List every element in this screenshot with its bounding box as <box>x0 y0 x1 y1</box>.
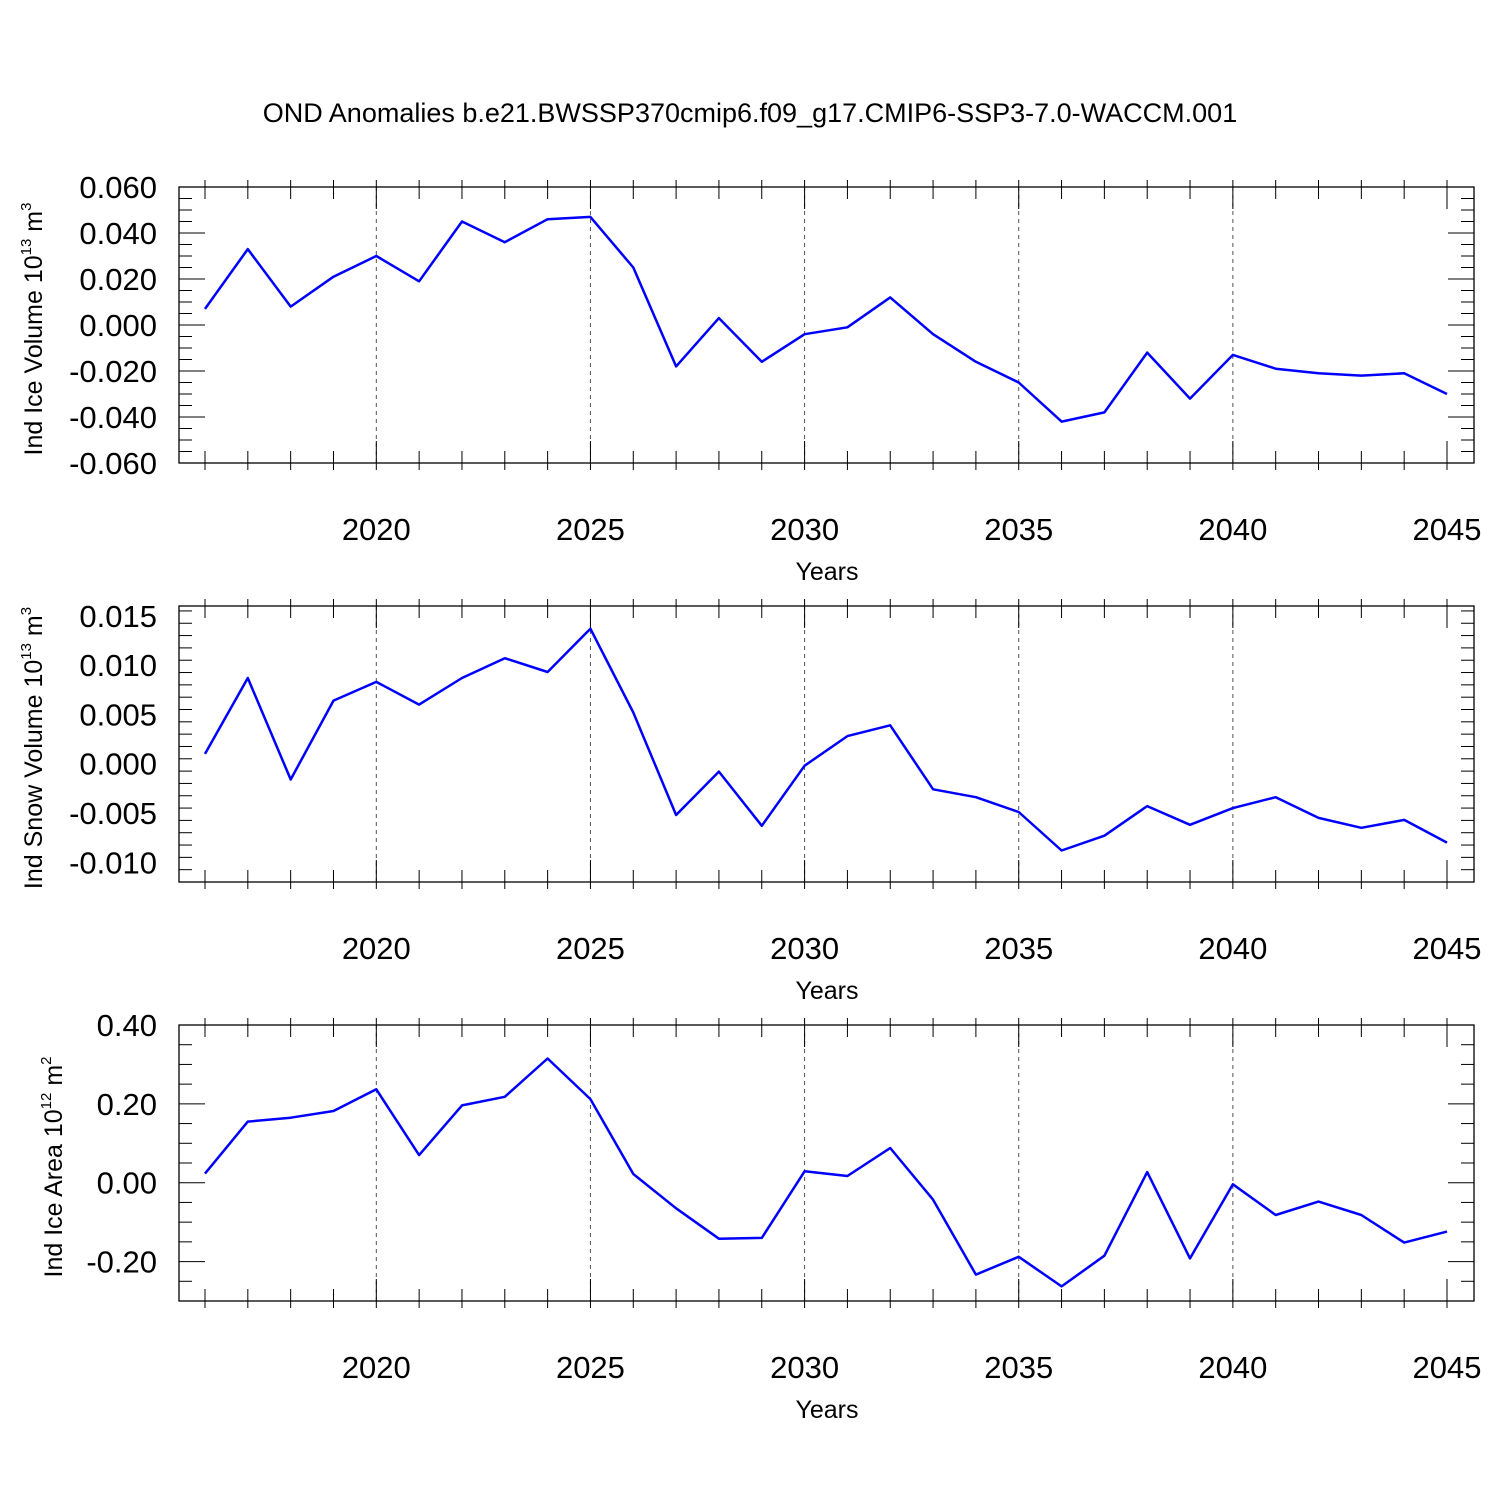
chart-panel-1: 0.060 0.040 0.020 0.000 -0.020 -0.040 -0.060 20… <box>18 170 1481 586</box>
y-tick-label: 0.015 <box>79 599 157 634</box>
plot-frame <box>178 605 1475 883</box>
data-series-line <box>203 215 1448 423</box>
x-tick-label: 2035 <box>984 1350 1053 1385</box>
y-tick-label: -0.010 <box>69 845 157 880</box>
y-tick-label: 0.010 <box>79 648 157 683</box>
y-tick-label: -0.040 <box>69 400 157 435</box>
x-axis-label: Years <box>795 1396 858 1424</box>
x-tick-label: 2020 <box>342 1350 411 1385</box>
y-tick-label: 0.000 <box>79 747 157 782</box>
x-tick-label: 2035 <box>984 931 1053 966</box>
y-tick-label: 0.20 <box>97 1087 157 1122</box>
x-tick-label: 2035 <box>984 512 1053 547</box>
x-axis-label: Years <box>795 558 858 586</box>
y-tick-label: -0.020 <box>69 354 157 389</box>
chart-panel-3: 0.40 0.20 0.00 -0.20 2020 2025 2030 2035 2040 204… <box>38 1008 1481 1424</box>
plot-frame <box>178 1024 1475 1302</box>
x-tick-label: 2020 <box>342 512 411 547</box>
y-tick-label: -0.060 <box>69 446 157 481</box>
x-tick-label: 2020 <box>342 931 411 966</box>
chart-title: OND Anomalies b.e21.BWSSP370cmip6.f09_g1… <box>262 98 1238 128</box>
y-axis-label: Ind Ice Volume 1013 m3 <box>18 203 48 456</box>
y-tick-label: -0.20 <box>86 1245 157 1280</box>
y-axis-label: Ind Snow Volume 1013 m3 <box>18 607 48 889</box>
y-tick-label: 0.060 <box>79 170 157 205</box>
y-tick-label: 0.040 <box>79 216 157 251</box>
x-tick-label: 2025 <box>556 1350 625 1385</box>
data-series-line <box>204 1057 1448 1288</box>
x-tick-label: 2030 <box>770 512 839 547</box>
x-tick-label: 2025 <box>556 931 625 966</box>
y-tick-label: -0.005 <box>69 796 157 831</box>
x-tick-label: 2045 <box>1413 1350 1482 1385</box>
x-tick-label: 2025 <box>556 512 625 547</box>
x-tick-label: 2030 <box>770 1350 839 1385</box>
y-tick-label: 0.020 <box>79 262 157 297</box>
x-tick-label: 2045 <box>1413 931 1482 966</box>
chart-panel-2: 0.015 0.010 0.005 0.000 -0.005 -0.010 2020 2025… <box>18 599 1481 1005</box>
y-tick-label: 0.00 <box>97 1166 157 1201</box>
plot-frame <box>178 186 1475 464</box>
data-series-line <box>203 627 1448 852</box>
x-tick-label: 2030 <box>770 931 839 966</box>
x-tick-label: 2040 <box>1198 931 1267 966</box>
x-tick-label: 2040 <box>1198 512 1267 547</box>
y-tick-label: 0.40 <box>97 1008 157 1043</box>
y-tick-label: 0.005 <box>79 697 157 732</box>
y-axis-label: Ind Ice Area 1012 m2 <box>38 1057 68 1278</box>
y-tick-label: 0.000 <box>79 308 157 343</box>
x-axis-label: Years <box>795 977 858 1005</box>
x-tick-label: 2045 <box>1413 512 1482 547</box>
x-tick-label: 2040 <box>1198 1350 1267 1385</box>
